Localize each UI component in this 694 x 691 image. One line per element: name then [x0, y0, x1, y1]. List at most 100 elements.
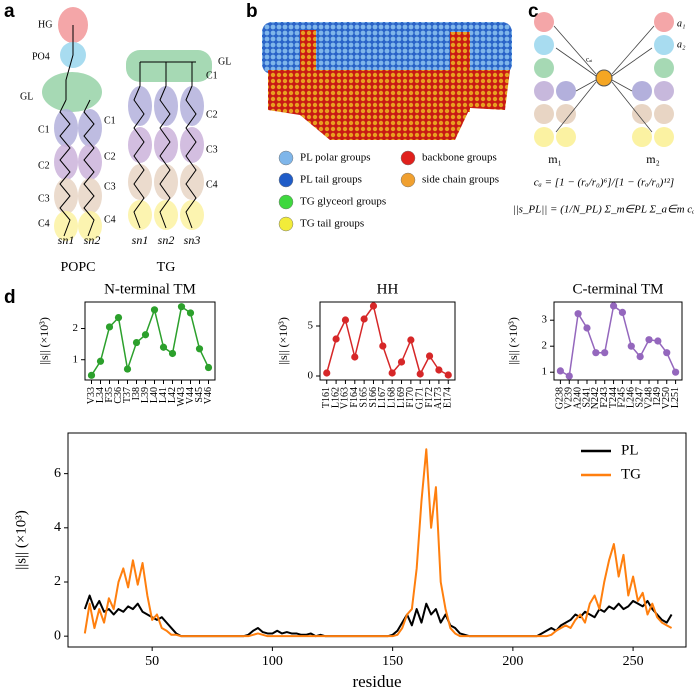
data-line [90, 305, 210, 376]
data-line [326, 305, 449, 376]
y-tick-label: 1 [542, 366, 548, 378]
data-point [444, 371, 452, 379]
plot-frame [319, 301, 456, 381]
legend-swatch [400, 172, 416, 188]
data-point [96, 357, 105, 365]
data-point [369, 302, 378, 310]
x-axis-label: residue [352, 672, 401, 691]
y-axis-label: ||s|| (×10³) [276, 317, 290, 365]
x-tick-label: F243 [599, 387, 610, 408]
legend-label: PL [621, 442, 639, 458]
group-label: GL [218, 56, 231, 67]
tail-label: C4 [38, 218, 50, 229]
data-point [397, 358, 406, 366]
data-point [379, 342, 387, 350]
x-tick-label: A173 [433, 387, 444, 409]
legend-label: TG glyceorl groups [300, 196, 386, 208]
tail-label: C3 [38, 193, 50, 204]
data-point [627, 342, 635, 350]
data-line [83, 594, 673, 638]
x-tick-label: S45 [194, 387, 205, 403]
panel-c: c cₐᵢ a₁ a₂ m₁ m₂ cₐ = [1 − (rₐ/r₀)⁶]/[1… [513, 1, 694, 216]
formula: ||s_PL|| = (1/N_PL) Σ_m∈PL Σ_a∈m cₐ [513, 204, 694, 216]
y-tick-label: 5 [308, 320, 314, 332]
x-tick-label: L167 [377, 387, 388, 408]
data-point [150, 306, 159, 314]
panel-a: a HG PO4 GL C1 C2 C3 C4 C1 C2 C3 C4 GL C… [4, 1, 231, 275]
data-point [574, 310, 582, 318]
legend-label: backbone groups [422, 152, 497, 164]
x-tick-label: V44 [185, 387, 196, 404]
y-tick-label: 2 [542, 340, 548, 352]
atom-label: a₁ [677, 18, 685, 29]
chain-label: sn1 [58, 233, 75, 247]
x-tick-label: L168 [386, 387, 397, 408]
legend-swatch [400, 150, 416, 166]
data-point [332, 335, 340, 343]
contact-label: cₐᵢ [586, 56, 593, 64]
formula: cₐ = [1 − (rₐ/r₀)⁶]/[1 − (rₐ/r₀)¹²] [534, 177, 674, 189]
legend-swatch [278, 216, 294, 232]
data-point [388, 369, 396, 377]
x-tick-label: S241 [581, 387, 592, 408]
data-point [341, 316, 350, 324]
y-axis-label: ||s|| (×10³) [13, 510, 29, 570]
data-point [123, 365, 132, 373]
x-tick-label: T161 [321, 387, 332, 408]
x-tick-label: I249 [652, 387, 663, 405]
x-tick-label: T244 [608, 387, 619, 408]
data-point [87, 371, 96, 379]
y-tick-label: 4 [54, 520, 61, 535]
data-point [663, 349, 671, 357]
x-tick-label: G238 [555, 387, 566, 409]
x-tick-label: W43 [176, 387, 187, 406]
x-tick-label: L169 [396, 387, 407, 408]
data-point [425, 352, 434, 360]
y-tick-label: 1 [73, 353, 79, 365]
x-tick-label: L246 [626, 387, 637, 408]
data-point [565, 372, 573, 380]
y-tick-label: 6 [54, 466, 61, 481]
x-tick-label: F170 [405, 387, 416, 408]
x-tick-label: F35 [104, 387, 115, 403]
x-tick-label: 50 [145, 654, 159, 669]
tail-label: C2 [104, 151, 116, 162]
x-tick-label: C36 [113, 387, 124, 404]
data-point [141, 331, 150, 339]
data-point [592, 349, 600, 357]
chart-title: N-terminal TM [104, 281, 196, 297]
data-point [636, 353, 644, 361]
x-tick-label: L251 [670, 387, 681, 408]
x-tick-label: 250 [623, 654, 644, 669]
data-point [360, 315, 368, 323]
x-tick-label: S165 [358, 387, 369, 408]
x-tick-label: V46 [203, 387, 214, 404]
legend-label: side chain groups [422, 174, 499, 186]
x-tick-label: G171 [415, 387, 426, 409]
x-tick-label: V33 [86, 387, 97, 404]
y-tick-label: 3 [542, 314, 548, 326]
data-point [407, 336, 415, 344]
group-label: GL [20, 91, 33, 102]
legend-label: TG [621, 466, 641, 482]
data-point [435, 366, 443, 374]
x-tick-label: F172 [424, 387, 435, 408]
y-axis-label: ||s|| (×10³) [506, 317, 520, 365]
x-tick-label: L40 [149, 387, 160, 403]
tail-label: C3 [206, 144, 218, 155]
x-tick-label: V239 [564, 387, 575, 409]
tail-label: C1 [206, 70, 218, 81]
atom-label: a₂ [677, 39, 686, 50]
x-tick-label: T37 [122, 387, 133, 403]
data-point [159, 343, 168, 351]
data-point [556, 367, 565, 375]
x-tick-label: L34 [95, 387, 106, 403]
tail-label: C3 [104, 181, 116, 192]
panel-label: a [4, 1, 15, 22]
x-tick-label: V250 [661, 387, 672, 409]
chart-title: HH [377, 281, 399, 297]
chain-label: sn1 [132, 233, 149, 247]
x-tick-label: L41 [158, 387, 169, 403]
data-point [351, 353, 359, 361]
